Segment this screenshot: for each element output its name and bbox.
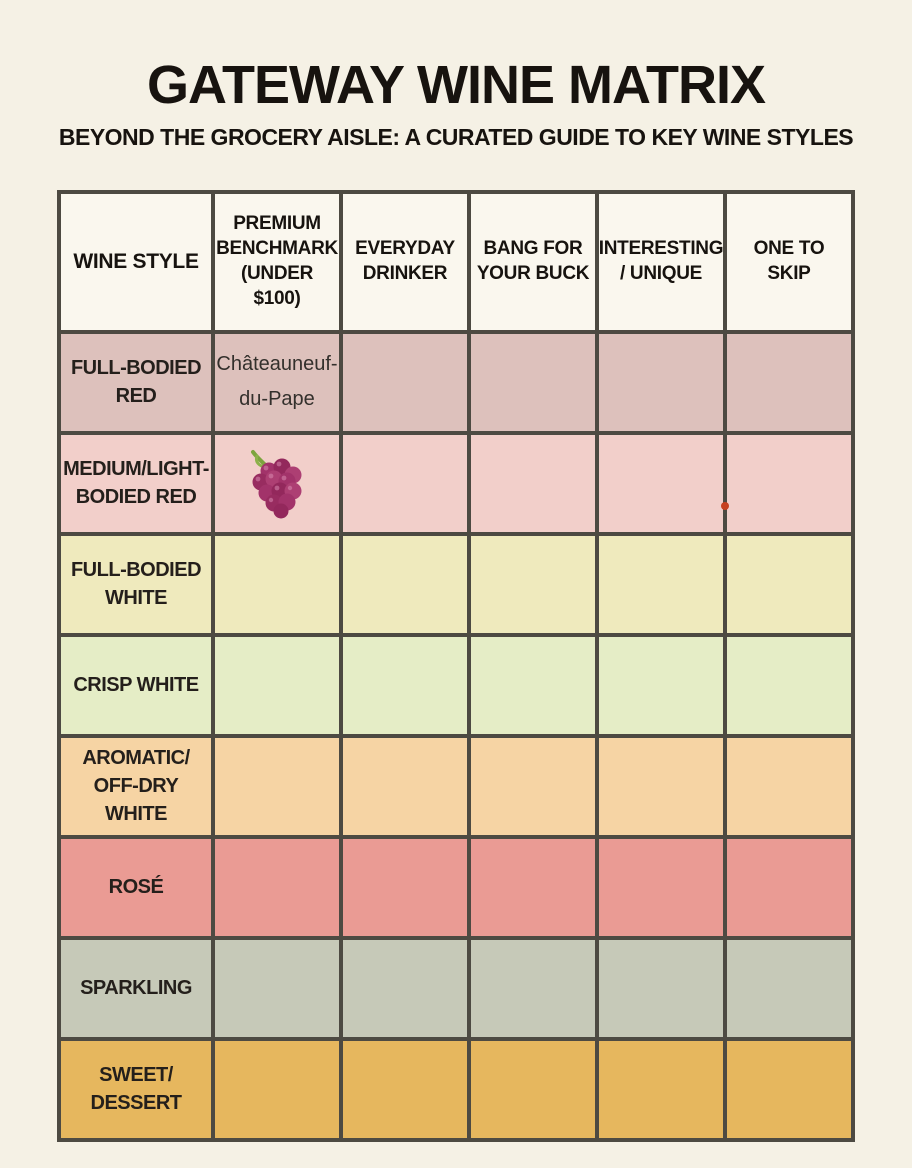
cell-crisp-white-everyday-drinker: [343, 636, 467, 734]
cell-medium-light-bodied-red-bang-for-your-buck: [471, 434, 595, 532]
cell-rose-bang-for-your-buck: [471, 838, 595, 936]
grapes-icon: [251, 450, 302, 519]
wine-matrix-table: WINE STYLE PREMIUM BENCHMARK (UNDER $100)…: [57, 189, 855, 1142]
cell-sparkling-everyday-drinker: [343, 939, 467, 1037]
column-header-premium-benchmark: PREMIUM BENCHMARK (UNDER $100): [215, 193, 339, 330]
row-label-full-bodied-white: FULL-BODIED WHITE: [61, 535, 211, 633]
cell-rose-one-to-skip: [727, 838, 851, 936]
cell-crisp-white-one-to-skip: [727, 636, 851, 734]
cell-crisp-white-premium-benchmark: [215, 636, 339, 734]
cell-medium-light-bodied-red-everyday-drinker: [343, 434, 467, 532]
cell-sparkling-premium-benchmark: [215, 939, 339, 1037]
cell-rose-everyday-drinker: [343, 838, 467, 936]
row-label-sweet-dessert: SWEET/ DESSERT: [61, 1040, 211, 1138]
cell-text: Châteauneuf- du-Pape: [216, 353, 338, 411]
cell-full-bodied-white-one-to-skip: [727, 535, 851, 633]
cell-sparkling-bang-for-your-buck: [471, 939, 595, 1037]
page-header: GATEWAY WINE MATRIX BEYOND THE GROCERY A…: [0, 0, 912, 151]
cell-aromatic-off-dry-white-everyday-drinker: [343, 737, 467, 835]
cell-sweet-dessert-one-to-skip: [727, 1040, 851, 1138]
cell-aromatic-off-dry-white-premium-benchmark: [215, 737, 339, 835]
row-label-aromatic-off-dry-white: AROMATIC/ OFF-DRY WHITE: [61, 737, 211, 835]
cell-sweet-dessert-premium-benchmark: [215, 1040, 339, 1138]
cell-full-bodied-white-bang-for-your-buck: [471, 535, 595, 633]
column-header-bang-for-your-buck: BANG FOR YOUR BUCK: [471, 193, 595, 330]
cell-medium-light-bodied-red-interesting-unique: [599, 434, 723, 532]
cell-full-bodied-red-interesting-unique: [599, 333, 723, 431]
cell-aromatic-off-dry-white-bang-for-your-buck: [471, 737, 595, 835]
page-title: GATEWAY WINE MATRIX: [146, 55, 766, 115]
cell-aromatic-off-dry-white-one-to-skip: [727, 737, 851, 835]
cell-full-bodied-red-premium-benchmark: Châteauneuf- du-Pape: [215, 333, 339, 431]
red-dot-marker: [721, 501, 729, 510]
cell-medium-light-bodied-red-premium-benchmark: [215, 434, 339, 532]
cell-full-bodied-red-bang-for-your-buck: [471, 333, 595, 431]
row-label-full-bodied-red: FULL-BODIED RED: [61, 333, 211, 431]
row-label-rose: ROSÉ: [61, 838, 211, 936]
cell-full-bodied-white-interesting-unique: [599, 535, 723, 633]
cell-full-bodied-white-premium-benchmark: [215, 535, 339, 633]
cell-aromatic-off-dry-white-interesting-unique: [599, 737, 723, 835]
cell-sparkling-one-to-skip: [727, 939, 851, 1037]
cell-sweet-dessert-everyday-drinker: [343, 1040, 467, 1138]
column-header-interesting-unique: INTERESTING / UNIQUE: [599, 193, 724, 330]
cell-rose-premium-benchmark: [215, 838, 339, 936]
cell-crisp-white-bang-for-your-buck: [471, 636, 595, 734]
cell-sparkling-interesting-unique: [599, 939, 723, 1037]
cell-crisp-white-interesting-unique: [599, 636, 723, 734]
cell-full-bodied-red-everyday-drinker: [343, 333, 467, 431]
row-label-medium-light-bodied-red: MEDIUM/LIGHT- BODIED RED: [61, 434, 211, 532]
cell-sweet-dessert-bang-for-your-buck: [471, 1040, 595, 1138]
column-header-wine-style: WINE STYLE: [61, 193, 211, 330]
cell-full-bodied-red-one-to-skip: [727, 333, 851, 431]
page-subtitle: BEYOND THE GROCERY AISLE: A CURATED GUID…: [58, 124, 854, 151]
column-header-everyday-drinker: EVERYDAY DRINKER: [343, 193, 467, 330]
column-header-one-to-skip: ONE TO SKIP: [727, 193, 851, 330]
cell-sweet-dessert-interesting-unique: [599, 1040, 723, 1138]
cell-medium-light-bodied-red-one-to-skip: [721, 434, 851, 532]
cell-rose-interesting-unique: [599, 838, 723, 936]
row-label-sparkling: SPARKLING: [61, 939, 211, 1037]
cell-full-bodied-white-everyday-drinker: [343, 535, 467, 633]
row-label-crisp-white: CRISP WHITE: [61, 636, 211, 734]
